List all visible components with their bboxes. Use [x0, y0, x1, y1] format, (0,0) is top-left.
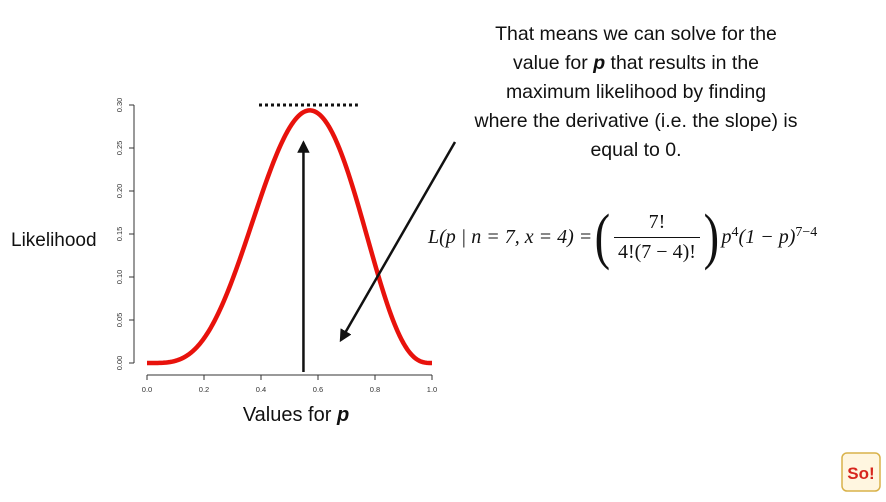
y-tick-label: 0.20	[115, 184, 124, 199]
y-tick-label: 0.15	[115, 227, 124, 242]
x-tick-label: 0.6	[313, 385, 323, 394]
y-tick-label: 0.10	[115, 270, 124, 285]
x-axis: 0.0 0.2 0.4 0.6 0.8 1.0	[142, 374, 437, 394]
annotation-line-2: value for p that results in the	[512, 52, 760, 74]
formula-numerator: 7!	[648, 210, 666, 233]
annotation-line-1: That means we can solve for the	[495, 23, 777, 45]
formula-left-paren: (	[594, 203, 611, 271]
plot-area	[146, 103, 457, 372]
formula-lhs: L(p | n = 7, x = 4) =	[428, 225, 593, 248]
annotation-line-3: maximum likelihood by finding	[505, 81, 767, 103]
x-tick-label: 1.0	[427, 385, 437, 394]
formula-fraction: 7! 4!(7 − 4)!	[613, 210, 700, 264]
x-tick-label: 0.0	[142, 385, 152, 394]
logo-text: So!	[847, 464, 874, 483]
y-tick-label: 0.30	[115, 98, 124, 113]
y-tick-label: 0.00	[115, 356, 124, 371]
x-tick-label: 0.2	[199, 385, 209, 394]
formula-right-paren: )	[703, 203, 719, 271]
annotation-var-p: p	[593, 52, 606, 74]
formula-q-exp: 7−4	[795, 225, 818, 240]
formula-denominator: 4!(7 − 4)!	[613, 236, 700, 264]
statquest-logo-icon: So!	[841, 452, 881, 492]
pointer-arrow	[339, 141, 457, 343]
formula-p-exp: 4	[731, 225, 739, 240]
x-tick-label: 0.4	[256, 385, 266, 394]
likelihood-curve	[146, 108, 433, 366]
x-axis-label: Values for p	[243, 404, 349, 426]
formula-q-base: (1 − p)	[738, 225, 796, 248]
likelihood-formula: L(p | n = 7, x = 4) = ( 7! 4!(7 − 4)! ) …	[428, 202, 817, 272]
annotation-line-4: where the derivative (i.e. the slope) is	[474, 110, 798, 132]
y-axis: 0.00 0.05 0.10 0.15 0.20 0.25 0.30	[115, 98, 135, 371]
annotation-text: That means we can solve for the value fo…	[440, 20, 832, 165]
formula-p-base: p	[721, 225, 732, 248]
y-axis-label: Likelihood	[11, 230, 97, 251]
y-tick-label: 0.05	[115, 313, 124, 328]
y-tick-label: 0.25	[115, 141, 124, 156]
annotation-line-5: equal to 0.	[590, 139, 682, 161]
x-tick-label: 0.8	[370, 385, 380, 394]
